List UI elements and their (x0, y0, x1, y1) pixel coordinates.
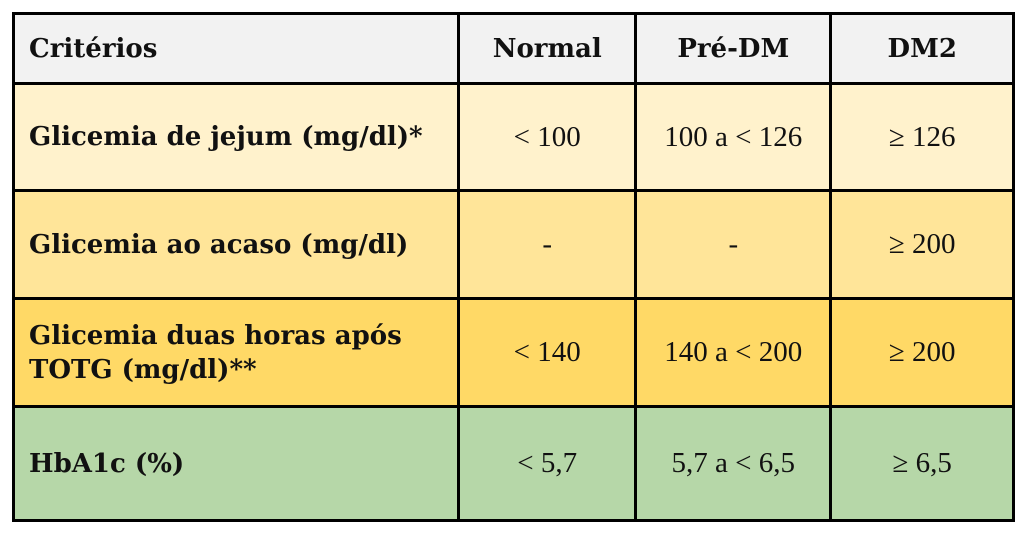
header-dm2: DM2 (829, 12, 1015, 85)
cell-normal: < 5,7 (457, 405, 638, 522)
table-row: Glicemia ao acaso (mg/dl) - - ≥ 200 (11, 189, 1015, 300)
diagnostic-criteria-table: Critérios Normal Pré-DM DM2 Glicemia de … (11, 12, 1015, 522)
cell-dm2: ≥ 200 (829, 189, 1015, 300)
row-label: Glicemia de jejum (mg/dl)* (11, 82, 461, 192)
table-row: Glicemia de jejum (mg/dl)* < 100 100 a <… (11, 82, 1015, 192)
cell-pre-dm: - (634, 189, 833, 300)
cell-dm2: ≥ 200 (829, 297, 1015, 408)
row-label: Glicemia duas horas após TOTG (mg/dl)** (11, 297, 461, 408)
table-header-row: Critérios Normal Pré-DM DM2 (11, 12, 1015, 85)
cell-pre-dm: 5,7 a < 6,5 (634, 405, 833, 522)
row-label: HbA1c (%) (11, 405, 461, 522)
cell-normal: < 100 (457, 82, 638, 192)
row-label: Glicemia ao acaso (mg/dl) (11, 189, 461, 300)
cell-dm2: ≥ 126 (829, 82, 1015, 192)
cell-pre-dm: 100 a < 126 (634, 82, 833, 192)
cell-normal: - (457, 189, 638, 300)
cell-dm2: ≥ 6,5 (829, 405, 1015, 522)
table-row: Glicemia duas horas após TOTG (mg/dl)** … (11, 297, 1015, 408)
cell-pre-dm: 140 a < 200 (634, 297, 833, 408)
header-normal: Normal (457, 12, 638, 85)
header-criterios: Critérios (11, 12, 461, 85)
cell-normal: < 140 (457, 297, 638, 408)
table-row: HbA1c (%) < 5,7 5,7 a < 6,5 ≥ 6,5 (11, 405, 1015, 522)
header-pre-dm: Pré-DM (634, 12, 833, 85)
